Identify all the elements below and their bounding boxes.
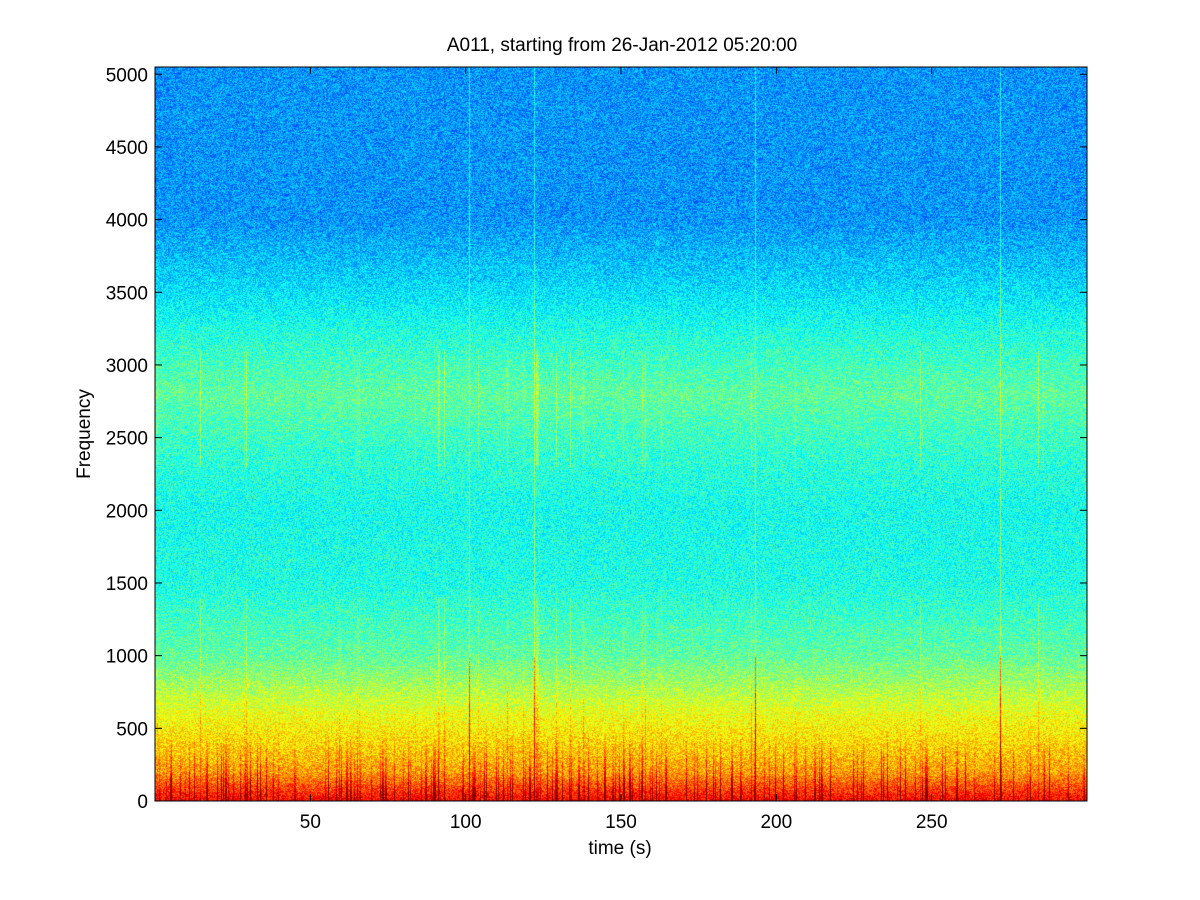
y-tick-label: 2000 (106, 501, 148, 522)
y-tick-label: 5000 (106, 65, 148, 86)
y-axis-label: Frequency (74, 389, 95, 479)
x-axis-label: time (s) (588, 838, 651, 859)
y-tick-label: 1000 (106, 647, 148, 668)
y-tick-label: 500 (116, 719, 148, 740)
y-tick-label: 2500 (106, 429, 148, 450)
y-tick-label: 4000 (106, 211, 148, 232)
y-axis: 0 500 1000 1500 2000 2500 3000 3500 4000 4500 5000 (106, 65, 1087, 813)
y-tick-label: 0 (137, 792, 148, 813)
y-tick-label: 3000 (106, 356, 148, 377)
x-tick-label: 50 (300, 812, 321, 833)
plot-area (154, 66, 1088, 802)
x-tick-label: 250 (916, 812, 948, 833)
x-tick-label: 200 (760, 812, 792, 833)
y-tick-label: 4500 (106, 138, 148, 159)
spectrogram-image (155, 67, 1087, 801)
y-tick-label: 3500 (106, 283, 148, 304)
y-tick-label: 1500 (106, 574, 148, 595)
x-tick-label: 100 (450, 812, 482, 833)
x-tick-label: 150 (605, 812, 637, 833)
chart-title: A011, starting from 26-Jan-2012 05:20:00 (447, 35, 797, 56)
x-axis: 50 100 150 200 250 (300, 67, 948, 833)
